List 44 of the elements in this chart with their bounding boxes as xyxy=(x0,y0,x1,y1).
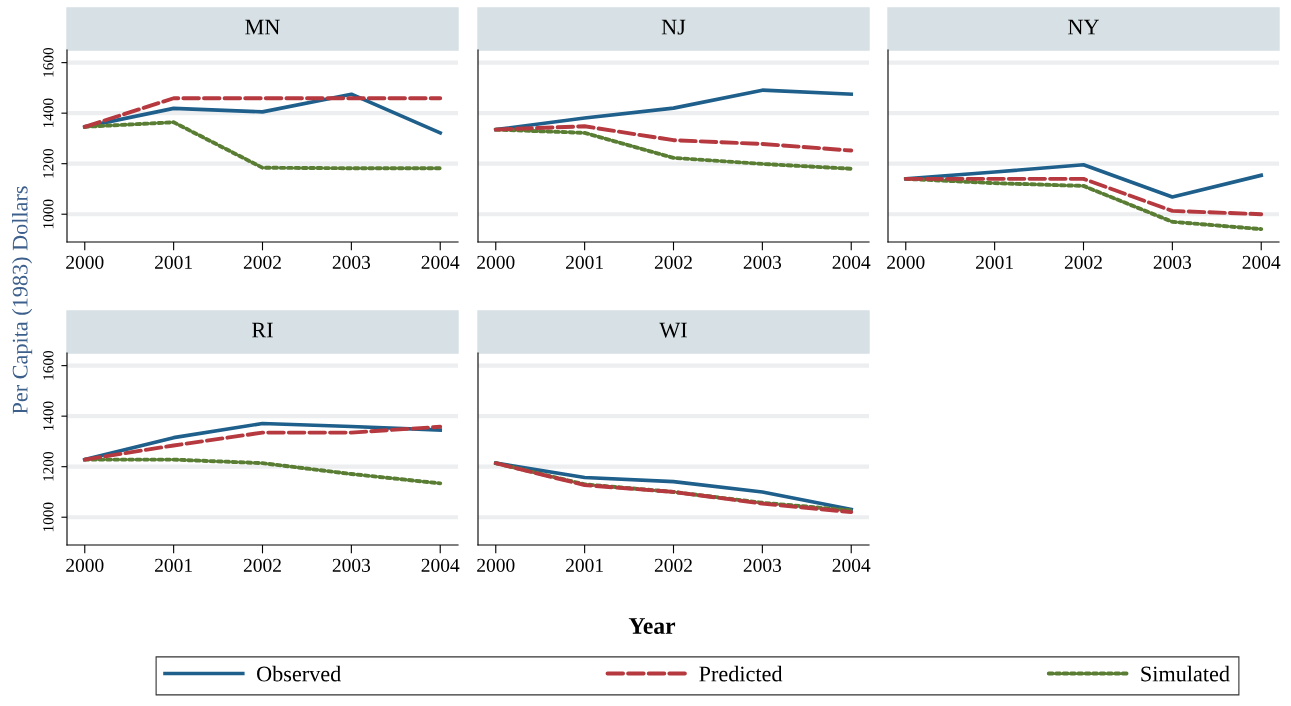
x-tick-label: 2002 xyxy=(243,558,281,572)
chart-title: MN xyxy=(245,19,280,35)
x-tick-label: 2004 xyxy=(421,255,460,269)
y-tick-label: 1400 xyxy=(43,401,54,431)
legend-label: Simulated xyxy=(1141,665,1230,682)
y-tick-label: 1000 xyxy=(43,199,54,229)
x-axis-title: Year xyxy=(628,618,676,634)
x-tick-label: 2000 xyxy=(887,255,925,269)
y-tick-label: 1200 xyxy=(43,148,54,178)
legend-label: Observed xyxy=(257,665,341,682)
chart-title: NY xyxy=(1068,19,1099,35)
line-series xyxy=(82,457,443,486)
x-tick-label: 2002 xyxy=(654,255,692,269)
x-tick-label: 2002 xyxy=(654,558,692,572)
x-tick-label: 2000 xyxy=(66,558,104,572)
x-tick-label: 2000 xyxy=(66,255,104,269)
x-tick-label: 2002 xyxy=(1064,255,1102,269)
x-tick-label: 2002 xyxy=(243,255,281,269)
x-tick-label: 2001 xyxy=(155,255,192,269)
x-tick-label: 2003 xyxy=(743,255,782,269)
chart-title: NJ xyxy=(661,19,686,35)
x-tick-label: 2001 xyxy=(155,558,192,572)
x-tick-label: 2003 xyxy=(1153,255,1192,269)
legend-label: Predicted xyxy=(699,665,783,682)
chart-title: RI xyxy=(252,322,273,338)
x-tick-label: 2004 xyxy=(1242,255,1281,269)
x-tick-label: 2004 xyxy=(832,255,871,269)
y-tick-label: 1400 xyxy=(43,98,54,128)
x-tick-label: 2004 xyxy=(421,558,460,572)
x-tick-label: 2001 xyxy=(566,255,603,269)
chart-title: WI xyxy=(659,322,687,338)
x-tick-label: 2000 xyxy=(477,558,515,572)
y-tick-label: 1600 xyxy=(43,350,54,380)
x-tick-label: 2004 xyxy=(832,558,871,572)
x-tick-label: 2003 xyxy=(332,255,371,269)
y-tick-label: 1200 xyxy=(43,451,54,481)
x-tick-label: 2001 xyxy=(566,558,603,572)
y-tick-label: 1000 xyxy=(43,502,54,532)
x-tick-label: 2003 xyxy=(743,558,782,572)
y-tick-label: 1600 xyxy=(43,47,54,77)
x-tick-label: 2003 xyxy=(332,558,371,572)
x-tick-label: 2000 xyxy=(477,255,515,269)
y-axis-title: Per Capita (1983) Dollars xyxy=(12,186,33,414)
x-tick-label: 2001 xyxy=(976,255,1013,269)
